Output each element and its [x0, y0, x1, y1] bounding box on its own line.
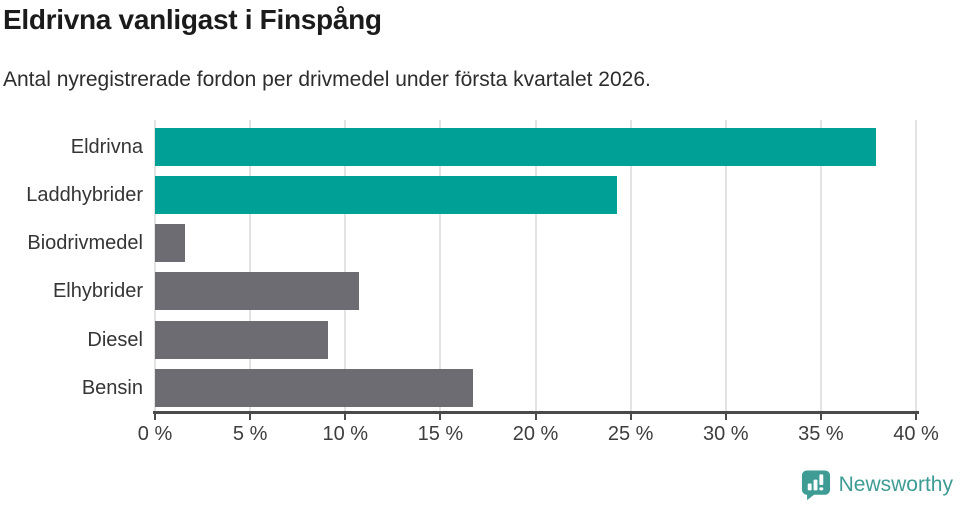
bar-biodrivmedel: [155, 224, 186, 263]
gridline-25: [629, 120, 632, 411]
x-axis-tick-0: [154, 413, 156, 420]
category-label-elhybrider: Elhybrider: [52, 280, 143, 303]
x-axis-tick-40: [915, 413, 917, 420]
x-axis-line: [153, 411, 919, 414]
bar-bensin: [155, 369, 473, 407]
gridline-0: [154, 120, 156, 411]
gridline-40: [915, 120, 917, 411]
newsworthy-wordmark: Newsworthy: [838, 473, 953, 496]
x-axis-tick-label-0: 0 %: [137, 423, 173, 445]
x-axis-tick-label-20: 20 %: [512, 423, 559, 445]
x-axis-tick-5: [249, 413, 252, 420]
newsworthy-chart-bubble-icon: [801, 470, 830, 501]
x-axis-tick-label-40: 40 %: [893, 423, 939, 445]
x-axis-tick-25: [629, 413, 632, 420]
category-label-diesel: Diesel: [87, 328, 143, 351]
gridline-15: [439, 120, 442, 411]
bar-laddhybrider: [155, 175, 618, 214]
x-axis-tick-label-10: 10 %: [322, 423, 369, 445]
x-axis-tick-label-5: 5 %: [232, 423, 268, 445]
x-axis-tick-label-15: 15 %: [417, 423, 464, 445]
bar-diesel: [155, 320, 329, 359]
bar-elhybrider: [155, 272, 359, 311]
chart-subtitle: Antal nyregistrerade fordon per drivmede…: [3, 68, 651, 91]
x-axis-tick-35: [819, 413, 822, 420]
category-label-biodrivmedel: Biodrivmedel: [27, 232, 143, 255]
gridline-10: [344, 120, 347, 411]
x-axis-tick-10: [344, 413, 347, 420]
newsworthy-logo: Newsworthy: [800, 469, 953, 501]
x-axis-tick-label-30: 30 %: [702, 423, 749, 445]
category-label-laddhybrider: Laddhybrider: [26, 183, 143, 206]
x-axis-tick-15: [439, 413, 442, 420]
x-axis-tick-20: [534, 413, 537, 420]
x-axis-tick-label-35: 35 %: [798, 423, 844, 445]
gridline-20: [534, 120, 537, 411]
category-label-bensin: Bensin: [81, 377, 143, 399]
chart-title: Eldrivna vanligast i Finspång: [3, 4, 382, 35]
gridline-30: [724, 120, 727, 411]
x-axis-tick-30: [724, 413, 727, 420]
gridline-35: [819, 120, 822, 411]
bar-eldrivna: [155, 127, 877, 166]
category-label-eldrivna: Eldrivna: [70, 135, 143, 158]
x-axis-tick-label-25: 25 %: [607, 423, 654, 445]
gridline-5: [249, 120, 252, 411]
